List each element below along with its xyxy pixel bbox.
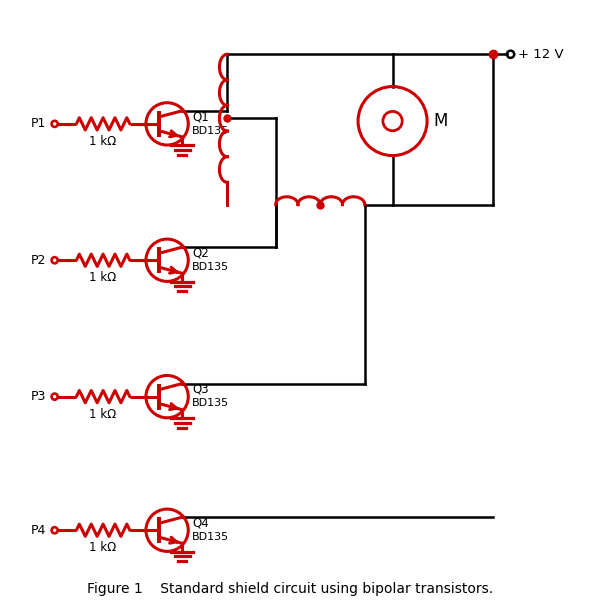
Text: 1 kΩ: 1 kΩ — [89, 271, 117, 284]
Text: Q1: Q1 — [192, 110, 209, 123]
Text: + 12 V: + 12 V — [518, 48, 563, 61]
Text: Q4: Q4 — [192, 516, 209, 530]
Text: Q2: Q2 — [192, 246, 209, 260]
Text: BD135: BD135 — [192, 262, 229, 272]
Text: 1 kΩ: 1 kΩ — [89, 541, 117, 554]
Text: P1: P1 — [31, 117, 46, 130]
Text: Figure 1    Standard shield circuit using bipolar transistors.: Figure 1 Standard shield circuit using b… — [87, 582, 493, 596]
Text: 1 kΩ: 1 kΩ — [89, 135, 117, 148]
Text: BD135: BD135 — [192, 126, 229, 135]
Text: P3: P3 — [31, 390, 46, 403]
Text: BD135: BD135 — [192, 398, 229, 408]
Text: BD135: BD135 — [192, 532, 229, 542]
Text: Q3: Q3 — [192, 383, 209, 396]
Text: 1 kΩ: 1 kΩ — [89, 408, 117, 421]
Text: P2: P2 — [31, 254, 46, 267]
Text: P4: P4 — [31, 524, 46, 537]
Text: M: M — [434, 112, 448, 130]
